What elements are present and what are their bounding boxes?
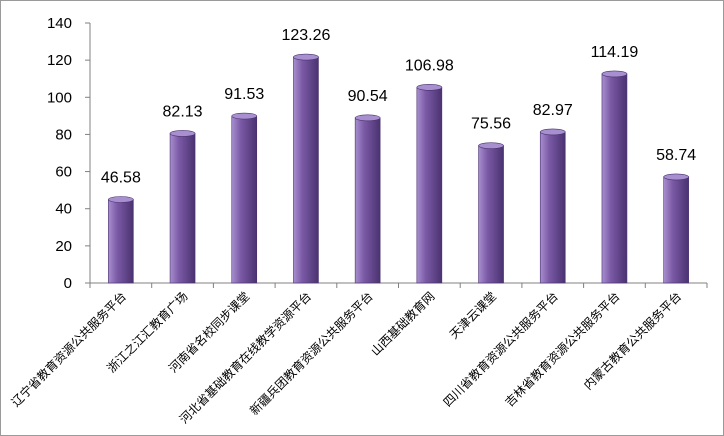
bar-body bbox=[354, 117, 381, 284]
category-labels: 辽宁省教育资源公共服务平台浙江之江汇教育广场河南省名校同步课堂河北省基础教育在线… bbox=[8, 289, 684, 427]
bar bbox=[478, 142, 504, 284]
data-label: 82.97 bbox=[533, 102, 573, 119]
bar-cap bbox=[354, 114, 381, 122]
bar-body bbox=[293, 56, 319, 284]
bar-body bbox=[478, 145, 504, 284]
bar-body bbox=[663, 176, 689, 284]
bar bbox=[293, 53, 319, 284]
bar bbox=[231, 112, 258, 284]
bar bbox=[169, 130, 196, 284]
bar-cap bbox=[416, 84, 443, 91]
y-tick-label: 120 bbox=[47, 52, 72, 69]
category-label: 内蒙古教育公共服务平台 bbox=[580, 289, 684, 393]
data-label: 91.53 bbox=[224, 86, 264, 103]
bar bbox=[601, 70, 628, 284]
bar-body bbox=[416, 87, 443, 284]
bar bbox=[108, 196, 134, 284]
bar bbox=[354, 114, 381, 284]
category-label: 辽宁省教育资源公共服务平台 bbox=[8, 289, 129, 410]
bar-body bbox=[169, 133, 196, 284]
bar-cap bbox=[663, 173, 689, 181]
data-label: 123.26 bbox=[281, 27, 330, 44]
category-label: 天津云课堂 bbox=[447, 289, 499, 341]
bar-cap bbox=[293, 53, 319, 61]
y-tick-label: 100 bbox=[47, 89, 72, 106]
y-tick-label: 60 bbox=[55, 164, 72, 181]
bar-body bbox=[601, 73, 628, 284]
bar-cap bbox=[169, 130, 196, 137]
bar-cap bbox=[601, 70, 628, 78]
bar-body bbox=[539, 131, 566, 284]
data-label: 46.58 bbox=[101, 169, 141, 186]
y-tick-label: 20 bbox=[55, 238, 72, 255]
category-label: 四川省教育资源公共服务平台 bbox=[440, 289, 561, 410]
category-label: 新疆兵团教育资源公共服务平台 bbox=[246, 289, 375, 418]
data-labels: 46.58 82.13 91.53 123.26 90.54 106.98 75.56 82.… bbox=[101, 27, 696, 186]
data-label: 90.54 bbox=[348, 88, 388, 105]
bars bbox=[108, 53, 689, 284]
y-tick-label: 80 bbox=[55, 126, 72, 143]
bar bbox=[416, 84, 443, 284]
category-label: 吉林省教育资源公共服务平台 bbox=[502, 289, 623, 410]
bar-cap bbox=[539, 128, 566, 136]
bar-body bbox=[231, 115, 258, 284]
bar bbox=[539, 128, 566, 284]
y-tick-label: 40 bbox=[55, 201, 72, 218]
y-tick-label: 140 bbox=[47, 15, 72, 32]
axes: 0 20 40 60 80 100 120 140 bbox=[47, 15, 708, 292]
data-label: 106.98 bbox=[405, 57, 454, 74]
data-label: 114.19 bbox=[591, 44, 639, 61]
bar bbox=[663, 173, 689, 284]
data-label: 82.13 bbox=[163, 103, 203, 120]
bar-cap bbox=[108, 196, 134, 203]
data-label: 75.56 bbox=[471, 116, 511, 133]
bar-body bbox=[108, 199, 134, 284]
category-label: 河北省基础教育在线教学资源平台 bbox=[176, 289, 314, 427]
category-label: 山西基础教育网 bbox=[367, 289, 437, 359]
data-label: 58.74 bbox=[656, 147, 696, 164]
y-tick-label: 0 bbox=[64, 275, 72, 292]
bar-cap bbox=[478, 142, 504, 149]
bar-cap bbox=[231, 112, 258, 120]
